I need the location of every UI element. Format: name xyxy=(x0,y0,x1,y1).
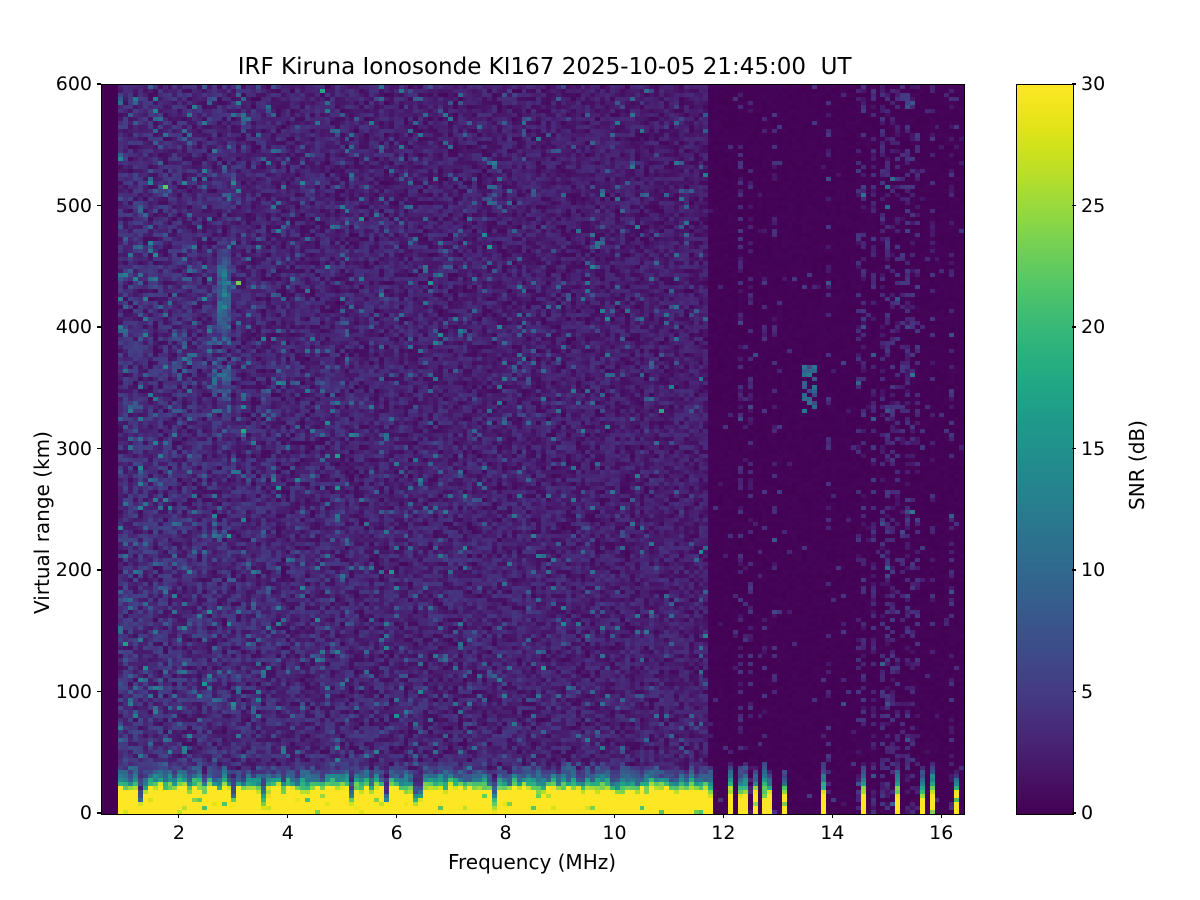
ionogram-heatmap xyxy=(102,85,964,814)
colorbar-tick-mark xyxy=(1072,812,1076,814)
y-tick-label: 100 xyxy=(55,680,92,703)
x-tick-mark xyxy=(613,814,616,818)
colorbar-tick-label: 10 xyxy=(1081,559,1106,581)
colorbar-tick-mark xyxy=(1072,447,1076,450)
y-tick-label: 300 xyxy=(55,437,92,460)
colorbar-tick-label: 5 xyxy=(1081,680,1094,703)
x-tick-mark xyxy=(287,814,289,818)
y-tick-label: 200 xyxy=(55,559,92,581)
x-tick-label: 10 xyxy=(602,822,627,844)
x-tick-label: 8 xyxy=(499,822,512,844)
x-tick-mark xyxy=(831,814,833,818)
colorbar-tick-label: 15 xyxy=(1081,437,1106,460)
y-tick-mark xyxy=(97,447,101,450)
colorbar[interactable] xyxy=(1016,84,1074,815)
x-tick-mark xyxy=(722,814,724,818)
title-line-1: IRF Kiruna Ionosonde KI167 2025-10-05 21… xyxy=(237,54,852,80)
y-tick-mark xyxy=(97,204,101,207)
y-tick-mark xyxy=(97,812,101,814)
colorbar-tick-label: 20 xyxy=(1081,316,1106,338)
colorbar-tick-label: 0 xyxy=(1081,802,1094,824)
x-tick-label: 14 xyxy=(820,822,845,844)
y-tick-label: 0 xyxy=(79,802,92,824)
colorbar-tick-label: 25 xyxy=(1081,194,1106,217)
x-tick-mark xyxy=(504,814,507,818)
ionogram-plot-area[interactable] xyxy=(101,84,965,815)
colorbar-tick-label: 30 xyxy=(1081,73,1106,95)
colorbar-label: SNR (dB) xyxy=(1125,420,1149,510)
colorbar-tick-mark xyxy=(1072,690,1076,693)
y-tick-mark xyxy=(97,569,101,571)
x-tick-mark xyxy=(178,814,180,818)
x-tick-label: 16 xyxy=(929,822,954,844)
colorbar-tick-mark xyxy=(1072,83,1076,85)
x-tick-label: 6 xyxy=(390,822,403,844)
x-tick-label: 12 xyxy=(711,822,736,844)
y-tick-mark xyxy=(97,83,101,85)
x-tick-label: 2 xyxy=(172,822,185,844)
y-tick-label: 600 xyxy=(55,73,92,95)
y-tick-mark xyxy=(97,690,101,693)
heatmap-canvas-wrap xyxy=(102,85,964,814)
x-tick-mark xyxy=(396,814,398,818)
y-tick-mark xyxy=(97,326,101,328)
colorbar-tick-mark xyxy=(1072,569,1076,571)
colorbar-tick-mark xyxy=(1072,204,1076,207)
x-tick-mark xyxy=(940,814,942,818)
colorbar-gradient xyxy=(1017,85,1073,814)
colorbar-tick-mark xyxy=(1072,326,1076,328)
x-axis-label: Frequency (MHz) xyxy=(447,850,617,874)
y-tick-label: 400 xyxy=(55,316,92,338)
x-tick-label: 4 xyxy=(281,822,294,844)
y-axis-label: Virtual range (km) xyxy=(30,431,54,614)
y-tick-label: 500 xyxy=(55,194,92,217)
